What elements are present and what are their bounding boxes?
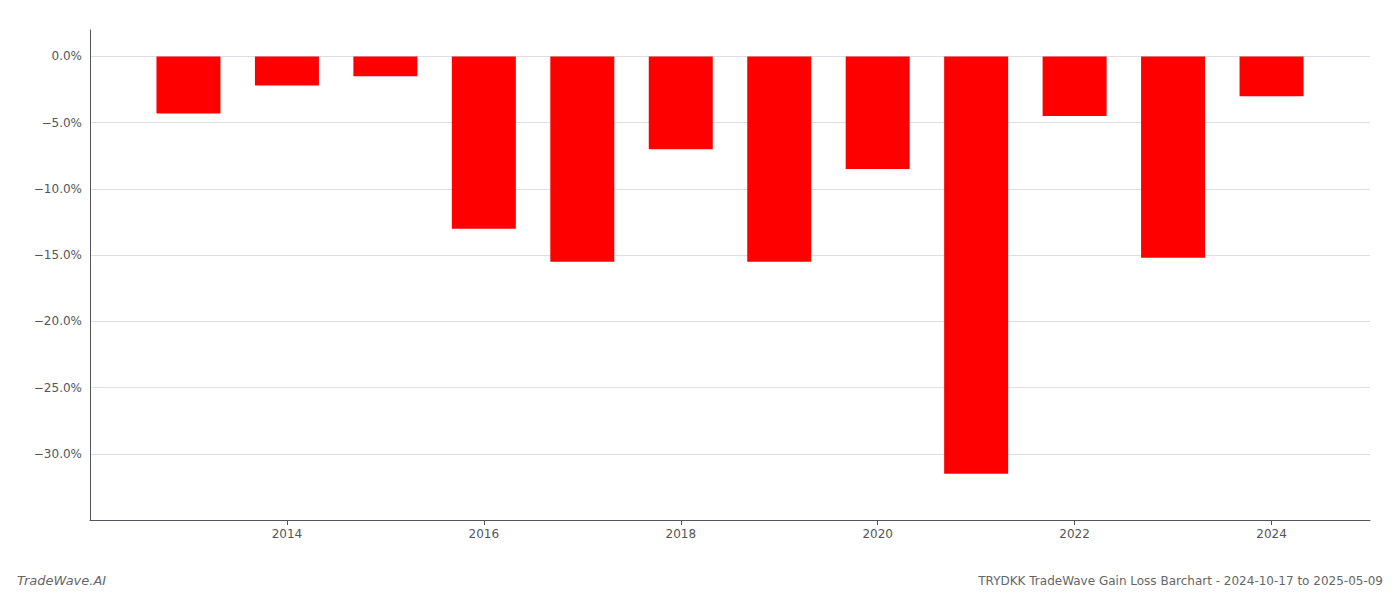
svg-text:0.0%: 0.0% <box>52 49 83 63</box>
svg-text:−20.0%: −20.0% <box>34 314 82 328</box>
svg-text:2024: 2024 <box>1256 527 1287 541</box>
svg-text:−30.0%: −30.0% <box>34 447 82 461</box>
svg-text:−15.0%: −15.0% <box>34 248 82 262</box>
svg-text:−10.0%: −10.0% <box>34 182 82 196</box>
svg-text:TRYDKK TradeWave Gain Loss Bar: TRYDKK TradeWave Gain Loss Barchart - 20… <box>977 574 1383 588</box>
svg-text:2014: 2014 <box>272 527 303 541</box>
svg-text:−25.0%: −25.0% <box>34 381 82 395</box>
svg-text:−5.0%: −5.0% <box>41 116 82 130</box>
svg-text:2016: 2016 <box>469 527 500 541</box>
svg-text:2018: 2018 <box>665 527 696 541</box>
svg-text:2022: 2022 <box>1059 527 1090 541</box>
svg-text:2020: 2020 <box>862 527 893 541</box>
svg-text:TradeWave.AI: TradeWave.AI <box>17 573 106 588</box>
